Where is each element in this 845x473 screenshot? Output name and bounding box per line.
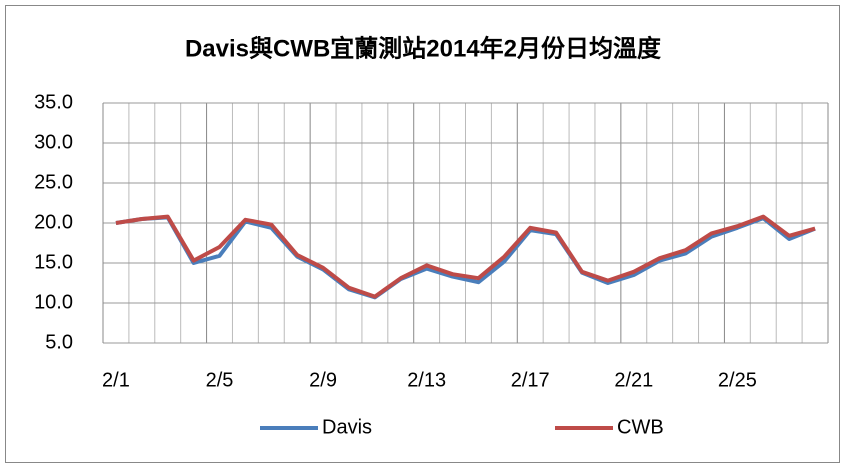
y-tick-label: 25.0 [34, 171, 73, 193]
x-tick-label: 2/25 [718, 369, 757, 391]
y-tick-label: 20.0 [34, 211, 73, 233]
series-line [115, 215, 816, 300]
legend-label: CWB [617, 416, 664, 438]
y-tick-label: 5.0 [45, 331, 73, 353]
y-tick-label: 35.0 [34, 91, 73, 113]
chart-title: Davis與CWB宜蘭測站2014年2月份日均溫度 [185, 34, 662, 62]
y-tick-label: 15.0 [34, 251, 73, 273]
y-tick-label: 30.0 [34, 131, 73, 153]
x-tick-label: 2/17 [511, 369, 550, 391]
x-tick-label: 2/21 [614, 369, 653, 391]
legend-label: Davis [322, 416, 372, 438]
x-tick-label: 2/13 [407, 369, 446, 391]
series-line [115, 214, 816, 299]
chart-border [5, 5, 840, 463]
x-tick-label: 2/5 [206, 369, 234, 391]
x-tick-label: 2/9 [309, 369, 337, 391]
y-tick-label: 10.0 [34, 291, 73, 313]
x-tick-label: 2/1 [102, 369, 130, 391]
